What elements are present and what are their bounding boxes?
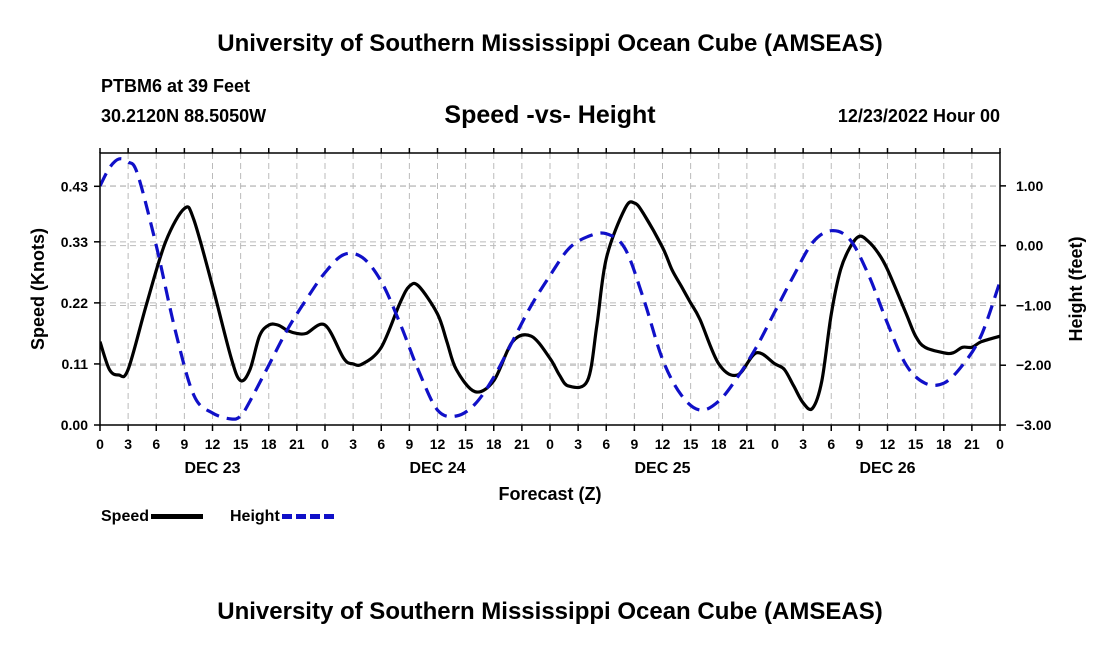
x-axis-title: Forecast (Z) <box>498 484 601 504</box>
x-tick-label: 15 <box>683 436 699 452</box>
y-left-tick-label: 0.00 <box>61 417 88 433</box>
y-right-tick-label: 1.00 <box>1016 178 1043 194</box>
speed-series-line <box>100 200 1000 412</box>
chart-title: University of Southern Mississippi Ocean… <box>217 30 883 57</box>
height-series-line <box>100 157 1000 421</box>
x-tick-label: 9 <box>405 436 413 452</box>
footer-title: University of Southern Mississippi Ocean… <box>217 598 883 625</box>
legend-height: Height <box>230 508 334 526</box>
x-tick-label: 21 <box>739 436 755 452</box>
x-tick-label: 6 <box>827 436 835 452</box>
x-tick-label: 0 <box>321 436 329 452</box>
legend-height-label: Height <box>230 508 280 525</box>
x-tick-label: 0 <box>546 436 554 452</box>
x-tick-label: 12 <box>655 436 671 452</box>
x-tick-label: 12 <box>430 436 446 452</box>
chart-subtitle: Speed -vs- Height <box>444 101 656 129</box>
x-tick-label: 6 <box>602 436 610 452</box>
y-left-tick-label: 0.11 <box>62 356 89 372</box>
plot-frame <box>99 152 1001 426</box>
y-right-axis-title: Height (feet) <box>1066 237 1086 342</box>
x-tick-label: 15 <box>233 436 249 452</box>
legend-speed-swatch <box>151 514 204 520</box>
x-tick-label: 15 <box>458 436 474 452</box>
x-tick-label: 18 <box>936 436 952 452</box>
x-tick-label: 9 <box>630 436 638 452</box>
legend-speed-label: Speed <box>101 508 150 525</box>
x-tick-label: 12 <box>880 436 896 452</box>
x-tick-label: 12 <box>205 436 221 452</box>
day-label: DEC 23 <box>184 460 240 477</box>
y-left-axis-title: Speed (Knots) <box>28 228 48 350</box>
x-tick-label: 6 <box>152 436 160 452</box>
y-right-tick-label: 0.00 <box>1016 238 1043 254</box>
x-tick-label: 0 <box>96 436 104 452</box>
legend-height-swatch <box>281 514 334 520</box>
x-tick-label: 18 <box>261 436 277 452</box>
y-right-tick-label: −2.00 <box>1016 357 1052 373</box>
x-tick-label: 21 <box>514 436 530 452</box>
y-left-tick-label: 0.43 <box>61 178 88 194</box>
forecast-datetime: 12/23/2022 Hour 00 <box>837 106 1000 126</box>
x-tick-label: 9 <box>855 436 863 452</box>
station-coordinates: 30.2120N 88.5050W <box>101 106 267 126</box>
x-tick-label: 3 <box>799 436 807 452</box>
x-tick-label: 21 <box>964 436 980 452</box>
day-label: DEC 26 <box>859 460 915 477</box>
y-left-tick-label: 0.33 <box>61 234 88 250</box>
y-right-tick-label: −1.00 <box>1016 297 1052 313</box>
day-label: DEC 25 <box>634 460 690 477</box>
x-tick-label: 3 <box>124 436 132 452</box>
x-tick-label: 3 <box>574 436 582 452</box>
legend-speed: Speed <box>101 508 204 526</box>
x-tick-label: 21 <box>289 436 305 452</box>
y-left-tick-label: 0.22 <box>61 295 88 311</box>
x-tick-label: 9 <box>180 436 188 452</box>
x-tick-label: 6 <box>377 436 385 452</box>
y-right-tick-label: −3.00 <box>1016 417 1052 433</box>
x-tick-label: 18 <box>711 436 727 452</box>
x-tick-label: 0 <box>996 436 1004 452</box>
day-label: DEC 24 <box>409 460 465 477</box>
x-tick-label: 15 <box>908 436 924 452</box>
x-tick-label: 3 <box>349 436 357 452</box>
x-tick-label: 18 <box>486 436 502 452</box>
x-tick-label: 0 <box>771 436 779 452</box>
station-label: PTBM6 at 39 Feet <box>101 76 251 96</box>
